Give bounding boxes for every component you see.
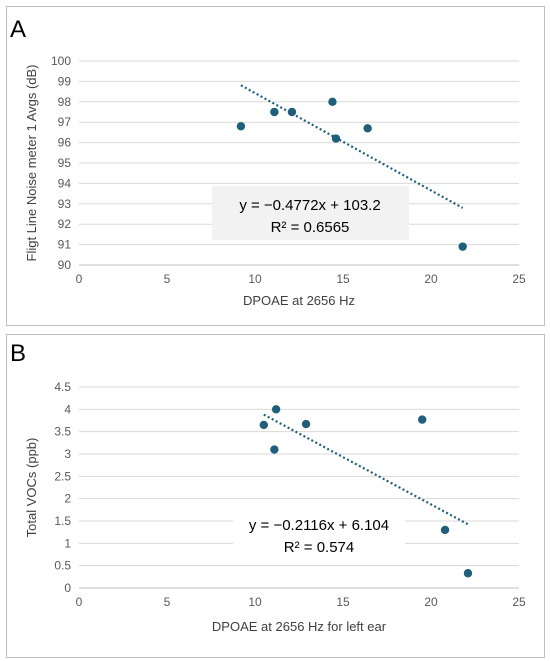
chart-a-data-point	[331, 134, 341, 143]
chart-b-trend-equation: y = −0.2116x + 6.104	[249, 517, 389, 534]
panel-a	[6, 6, 545, 326]
chart-b-y-tick-label: 3	[64, 447, 71, 461]
chart-a-r-squared: R² = 0.6565	[271, 219, 350, 236]
chart-b-x-tick-label: 5	[164, 595, 171, 609]
chart-a-y-tick-label: 91	[58, 238, 72, 252]
chart-a-y-axis-title: Fligt Line Noise meter 1 Avgs (dB)	[24, 64, 39, 261]
chart-b-x-tick-label: 25	[512, 595, 526, 609]
chart-a-trend-equation: y = −0.4772x + 103.2	[239, 197, 380, 214]
chart-a-y-tick-label: 100	[51, 54, 71, 68]
panel-label-b: B	[10, 340, 27, 367]
chart-a-data-point	[363, 124, 372, 133]
chart-a-x-tick-label: 10	[248, 272, 262, 286]
chart-b-x-tick-label: 15	[336, 595, 350, 609]
chart-a-y-tick-label: 98	[58, 95, 72, 109]
chart-a-y-tick-label: 99	[58, 74, 72, 88]
chart-a-x-tick-label: 5	[164, 272, 171, 286]
chart-b-data-point	[440, 525, 450, 535]
chart-b-y-tick-label: 4.5	[54, 380, 71, 394]
chart-b-y-tick-label: 2.5	[54, 469, 71, 483]
chart-b-x-tick-label: 20	[424, 595, 438, 609]
chart-b-y-tick-label: 0	[64, 581, 71, 595]
chart-a-x-tick-label: 15	[336, 272, 350, 286]
chart-a-y-tick-label: 93	[58, 197, 72, 211]
chart-b-y-tick-label: 3.5	[54, 425, 71, 439]
chart-a-y-tick-label: 96	[58, 136, 72, 150]
chart-b-data-point	[301, 419, 311, 429]
chart-a-data-point	[236, 122, 246, 131]
chart-b-y-axis-title: Total VOCs (ppb)	[24, 438, 39, 538]
chart-a-data-point	[328, 97, 337, 107]
chart-a-x-tick-label: 0	[76, 272, 83, 286]
chart-a-y-tick-label: 97	[58, 115, 72, 129]
chart-a-data-point	[458, 242, 467, 251]
chart-b-y-tick-label: 0.5	[54, 559, 71, 573]
chart-a-data-point	[287, 107, 297, 117]
chart-b-x-tick-label: 0	[76, 595, 83, 609]
chart-a-trendline	[240, 84, 464, 209]
chart-b-y-tick-label: 2	[64, 492, 71, 506]
chart-b-x-axis-title: DPOAE at 2656 Hz for left ear	[212, 619, 387, 634]
panel-label-a: A	[10, 16, 27, 43]
chart-b-trendline	[263, 413, 469, 526]
chart-a-y-tick-label: 95	[58, 156, 72, 170]
chart-a-x-tick-label: 25	[512, 272, 526, 286]
chart-b-data-point	[270, 445, 279, 454]
chart-b-y-tick-label: 1.5	[54, 514, 71, 528]
chart-b-data-point	[271, 405, 281, 414]
chart-a-x-axis-title: DPOAE at 2656 Hz	[243, 293, 355, 308]
chart-b-data-point	[418, 415, 427, 424]
chart-b-r-squared: R² = 0.574	[284, 539, 354, 556]
chart-a-y-tick-label: 94	[58, 176, 72, 190]
chart-a-y-tick-label: 92	[58, 217, 72, 231]
chart-b-data-point	[463, 569, 473, 578]
chart-a-equation-box	[212, 186, 409, 240]
chart-a-x-tick-label: 20	[424, 272, 438, 286]
chart-a-y-tick-label: 90	[58, 258, 72, 272]
chart-b-equation-box	[233, 510, 405, 564]
chart-b-y-tick-label: 1	[64, 536, 71, 550]
chart-b-x-tick-label: 10	[248, 595, 262, 609]
chart-a-data-point	[270, 107, 279, 117]
chart-b-y-tick-label: 4	[64, 402, 71, 416]
panel-b	[6, 334, 545, 658]
chart-b-data-point	[259, 420, 268, 430]
